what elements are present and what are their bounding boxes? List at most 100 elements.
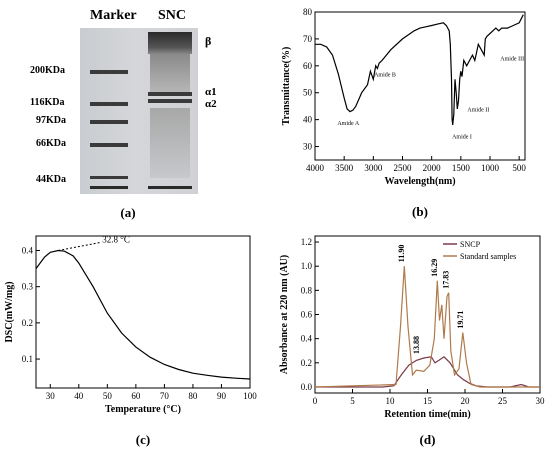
lane-header-snc: SNC (158, 8, 187, 23)
x-tick-label: 30 (46, 391, 56, 401)
panel-d-hplc-chart: 0 5 10 15 20 25 30 0.0 0.2 0.4 0.6 0.8 1.0 1.2 Retenti… (275, 228, 550, 457)
band-label-beta: β (205, 34, 212, 48)
y-tick-label: 0.4 (301, 334, 313, 344)
snc-smear (150, 54, 190, 94)
y-tick-label: 40 (303, 115, 313, 125)
y-tick-label: 0.8 (301, 285, 313, 295)
x-tick-label: 500 (512, 163, 526, 173)
x-tick-label: 20 (461, 396, 471, 406)
gel-image (80, 28, 198, 194)
plot-frame (314, 11, 526, 161)
peak-leader-line (58, 241, 101, 251)
x-tick-label: 1000 (481, 163, 500, 173)
x-tick-label: 80 (188, 391, 198, 401)
marker-label-44: 44KDa (36, 174, 66, 185)
panel-c-dsc-chart: 30 40 50 60 70 80 90 100 0.1 0.2 0.3 0.4 Temperature… (0, 228, 275, 457)
hplc-chart-svg: 0 5 10 15 20 25 30 0.0 0.2 0.4 0.6 0.8 1.0 1.2 Retenti… (279, 235, 546, 447)
panel-label-a: (a) (120, 205, 136, 220)
peak-annotation: 32.8 °C (102, 234, 130, 244)
x-axis-label: Temperature (°C) (105, 404, 181, 415)
x-tick-label: 15 (423, 396, 433, 406)
peak-annotation: 19.71 (456, 311, 465, 329)
y-tick-label: 0.6 (301, 310, 313, 320)
series-line-0 (35, 249, 251, 380)
series-line-0 (315, 14, 524, 126)
x-tick-label: 40 (74, 391, 84, 401)
y-tick-label: 70 (303, 34, 313, 44)
band-label-alpha2: α2 (205, 98, 217, 110)
marker-band (90, 70, 128, 74)
marker-label-200: 200KDa (30, 65, 65, 76)
x-tick-label: 50 (103, 391, 113, 401)
x-axis-label: Wavelength(nm) (384, 176, 455, 187)
x-tick-label: 4000 (306, 163, 325, 173)
peak-annotation: Amide A (337, 121, 359, 127)
x-tick-label: 30 (536, 396, 546, 406)
y-tick-label: 80 (303, 7, 313, 17)
marker-band (90, 102, 128, 106)
marker-band (90, 186, 128, 189)
marker-label-66: 66KDa (36, 138, 66, 149)
y-tick-label: 1.2 (301, 237, 312, 247)
x-tick-label: 2000 (423, 163, 442, 173)
y-axis-label: DSC(mW/mg) (4, 281, 15, 342)
dsc-chart-svg: 30 40 50 60 70 80 90 100 0.1 0.2 0.3 0.4 Temperature… (4, 234, 257, 447)
legend-label-0: SNCP (460, 240, 481, 249)
snc-band-alpha2 (148, 99, 192, 103)
x-tick-label: 2500 (394, 163, 413, 173)
x-tick-label: 10 (386, 396, 396, 406)
panel-b-ftir-chart: 4000 3500 3000 2500 2000 1500 1000 500 30 40 50 60 7… (275, 0, 550, 228)
y-tick-label: 60 (303, 61, 313, 71)
peak-annotation: Amide III (500, 56, 524, 62)
series-line-0 (315, 356, 540, 388)
peak-annotation: 11.90 (397, 245, 406, 263)
plot-frame (35, 235, 251, 389)
lane-header-marker: Marker (90, 8, 137, 23)
x-tick-label: 1500 (452, 163, 471, 173)
snc-band-beta (148, 32, 192, 54)
y-tick-label: 30 (303, 142, 313, 152)
x-tick-label: 70 (160, 391, 170, 401)
peak-annotation: 17.83 (442, 271, 451, 289)
y-tick-label: 0.0 (301, 382, 313, 392)
marker-band (90, 143, 128, 147)
legend-label-1: Standard samples (460, 252, 516, 261)
series-line-1 (314, 266, 540, 388)
x-tick-label: 0 (313, 396, 318, 406)
marker-band (90, 176, 128, 179)
marker-label-116: 116KDa (30, 97, 65, 108)
snc-band-bottom (148, 186, 192, 189)
y-tick-label: 0.2 (301, 358, 312, 368)
y-tick-label: 1.0 (301, 261, 313, 271)
x-tick-label: 100 (243, 391, 257, 401)
x-tick-label: 5 (350, 396, 355, 406)
y-axis-label: Absorbance at 220 nm (AU) (279, 255, 290, 374)
snc-smear (150, 108, 190, 178)
panel-label: (c) (136, 432, 150, 447)
y-tick-label: 50 (303, 88, 313, 98)
y-axis-label: Transmittance(%) (281, 47, 292, 126)
y-tick-label: 0.4 (22, 245, 34, 255)
peak-annotation: Amide B (374, 73, 396, 79)
panel-a-gel-figure: Marker SNC 200KDa 116KDa 97KDa 66KDa 44K… (0, 0, 275, 228)
x-tick-label: 90 (217, 391, 227, 401)
x-axis-label: Retention time(min) (384, 409, 470, 420)
x-tick-label: 25 (498, 396, 508, 406)
x-tick-label: 3000 (364, 163, 383, 173)
x-tick-label: 3500 (335, 163, 354, 173)
y-tick-label: 0.2 (22, 318, 33, 328)
band-label-alpha1: α1 (205, 86, 217, 98)
marker-band (90, 120, 128, 124)
peak-annotation: 16.29 (430, 259, 439, 277)
panel-label: (d) (420, 432, 436, 447)
peak-annotation: Amide I (452, 134, 472, 140)
peak-annotation: 13.88 (412, 336, 421, 354)
y-tick-label: 0.3 (22, 282, 34, 292)
peak-annotation: Amide II (467, 108, 489, 114)
snc-band-alpha1 (148, 92, 192, 96)
ftir-chart-svg: 4000 3500 3000 2500 2000 1500 1000 500 30 40 50 60 7… (281, 7, 526, 219)
marker-label-97: 97KDa (36, 115, 66, 126)
panel-label: (b) (412, 204, 428, 219)
y-tick-label: 0.1 (22, 354, 33, 364)
x-tick-label: 60 (131, 391, 141, 401)
